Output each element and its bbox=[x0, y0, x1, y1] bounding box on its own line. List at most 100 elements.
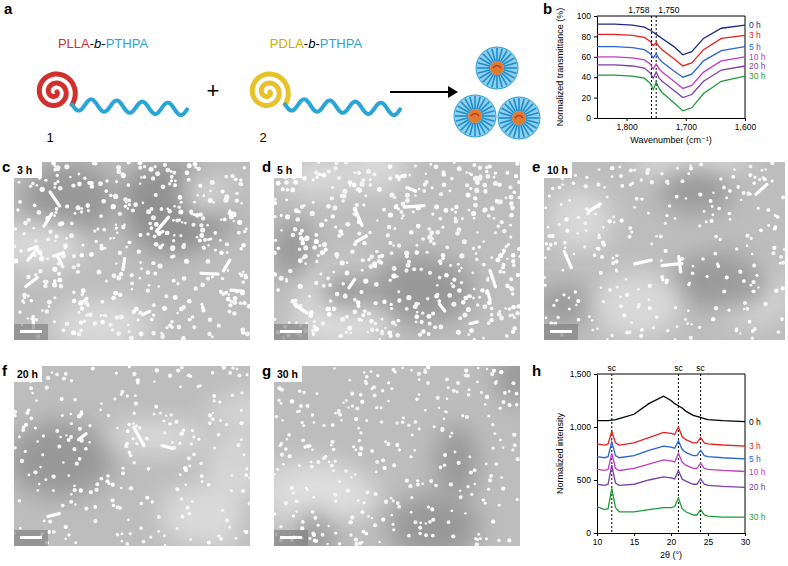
particle bbox=[622, 313, 626, 317]
particle bbox=[445, 377, 449, 381]
tick-mark bbox=[594, 118, 597, 119]
particle bbox=[597, 235, 601, 239]
particle bbox=[200, 227, 205, 232]
tick: 1,600 bbox=[735, 118, 757, 132]
particle bbox=[757, 286, 759, 288]
particle bbox=[73, 488, 77, 492]
particle bbox=[378, 541, 380, 543]
particle bbox=[372, 173, 376, 177]
particle bbox=[413, 304, 418, 309]
particle bbox=[158, 285, 160, 287]
particle bbox=[434, 165, 437, 168]
particle bbox=[177, 206, 180, 209]
particle bbox=[699, 163, 703, 167]
particle bbox=[439, 192, 443, 196]
particle bbox=[235, 367, 238, 370]
particle bbox=[512, 326, 516, 330]
particle bbox=[477, 533, 480, 536]
particle bbox=[748, 320, 752, 324]
particle bbox=[390, 307, 393, 310]
particle bbox=[735, 328, 738, 331]
particle bbox=[382, 466, 386, 470]
particle bbox=[602, 243, 606, 247]
rod bbox=[354, 234, 369, 244]
micelle bbox=[454, 95, 496, 137]
particle bbox=[129, 532, 132, 535]
micelle-strand bbox=[496, 48, 498, 61]
particle bbox=[366, 169, 371, 174]
particle bbox=[648, 306, 652, 310]
particle bbox=[375, 406, 378, 409]
particle bbox=[338, 542, 342, 546]
particle bbox=[57, 445, 61, 449]
particle bbox=[284, 447, 288, 451]
particle bbox=[196, 385, 200, 389]
particle bbox=[146, 289, 150, 293]
tick-mark bbox=[594, 374, 597, 375]
particle bbox=[490, 372, 494, 376]
particle bbox=[772, 246, 776, 250]
rod bbox=[199, 272, 219, 276]
particle bbox=[77, 332, 81, 336]
particle bbox=[401, 420, 405, 424]
particle bbox=[115, 372, 118, 375]
particle bbox=[352, 445, 355, 448]
particle bbox=[366, 491, 369, 494]
particle bbox=[59, 436, 62, 439]
micelle-strand bbox=[482, 111, 495, 114]
particle bbox=[508, 390, 511, 393]
particle bbox=[147, 467, 151, 471]
particle bbox=[413, 520, 417, 524]
particle bbox=[176, 527, 179, 530]
particle bbox=[618, 166, 621, 169]
particle bbox=[596, 327, 598, 329]
particle bbox=[14, 446, 17, 449]
particle bbox=[454, 451, 457, 454]
particle bbox=[777, 216, 780, 219]
particle bbox=[438, 217, 442, 221]
particle bbox=[338, 480, 341, 483]
particle bbox=[128, 330, 131, 333]
particle bbox=[341, 233, 344, 236]
particle bbox=[137, 318, 140, 321]
particle bbox=[416, 244, 419, 247]
particle bbox=[712, 192, 715, 195]
particle bbox=[588, 315, 591, 318]
particle bbox=[172, 219, 175, 222]
particle bbox=[429, 479, 433, 483]
particle bbox=[388, 241, 392, 245]
particle bbox=[331, 186, 334, 189]
particle bbox=[486, 174, 491, 179]
particle bbox=[450, 282, 453, 285]
particle bbox=[690, 323, 693, 326]
particle bbox=[344, 469, 348, 473]
particle bbox=[367, 311, 371, 315]
particle bbox=[286, 188, 289, 191]
micelle-strand bbox=[478, 70, 491, 73]
particle bbox=[43, 284, 48, 289]
particle bbox=[35, 399, 38, 402]
particle bbox=[205, 259, 210, 264]
particle bbox=[211, 371, 214, 374]
particle bbox=[705, 220, 708, 223]
particle bbox=[391, 273, 396, 278]
particle bbox=[132, 372, 136, 376]
particle bbox=[280, 229, 283, 232]
particle bbox=[115, 226, 118, 229]
particle bbox=[48, 305, 51, 308]
micelle-strand bbox=[504, 63, 517, 66]
rod bbox=[587, 202, 603, 214]
time-label: 10 h bbox=[547, 164, 568, 176]
particle bbox=[575, 304, 578, 307]
particle bbox=[499, 439, 502, 442]
particle bbox=[142, 540, 146, 544]
rod bbox=[48, 190, 62, 208]
particle bbox=[72, 265, 76, 269]
particle bbox=[220, 218, 223, 221]
particle bbox=[14, 259, 18, 264]
particle bbox=[408, 174, 411, 177]
particle bbox=[138, 233, 142, 237]
particle bbox=[750, 284, 753, 287]
particle bbox=[507, 538, 511, 542]
particle bbox=[388, 213, 393, 218]
